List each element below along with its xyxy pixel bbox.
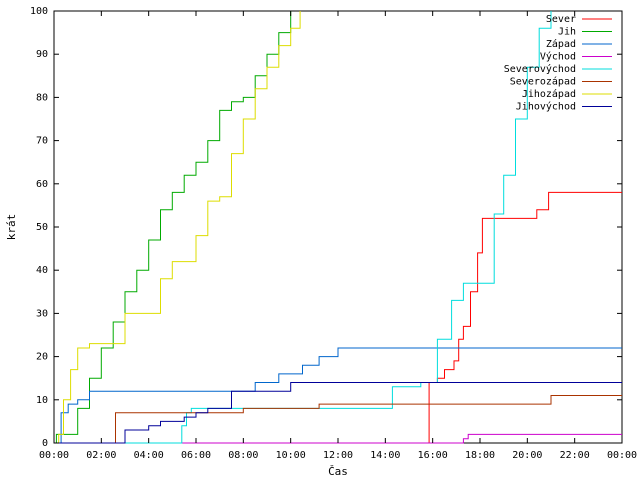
y-tick-label: 70 — [36, 136, 48, 147]
x-tick-label: 06:00 — [181, 450, 211, 461]
x-tick-label: 08:00 — [228, 450, 258, 461]
series-line-6 — [54, 395, 622, 444]
x-tick-label: 00:00 — [39, 450, 69, 461]
legend-label: Severovýchod — [504, 63, 576, 75]
y-tick-label: 0 — [42, 438, 48, 449]
x-tick-label: 10:00 — [276, 450, 306, 461]
y-tick-label: 20 — [36, 352, 48, 363]
x-tick-label: 04:00 — [134, 450, 164, 461]
legend-label: Jih — [558, 27, 576, 38]
y-tick-label: 80 — [36, 92, 48, 103]
y-tick-label: 30 — [36, 308, 48, 319]
series-line-5 — [54, 11, 552, 444]
legend-label: Sever — [546, 14, 576, 25]
series-line-7 — [54, 11, 301, 444]
legend: Sever JihZápadVýchodSeverovýchodSeverozáp… — [504, 14, 612, 113]
legend-label: Západ — [546, 38, 576, 50]
series-line-2 — [54, 11, 292, 444]
ticks: 0 10 20 30 40 50 60 70 80 90 100 00:00 02:00 04:00 06:… — [30, 6, 637, 461]
y-tick-label: 100 — [30, 6, 48, 17]
x-tick-label: 14:00 — [370, 450, 400, 461]
x-tick-label: 12:00 — [323, 450, 353, 461]
y-tick-label: 10 — [36, 395, 48, 406]
x-tick-label: 02:00 — [86, 450, 116, 461]
legend-label: Východ — [540, 51, 576, 63]
x-tick-label: 00:00 — [607, 450, 637, 461]
x-axis-title: Čas — [328, 465, 348, 478]
legend-label: Severozápad — [510, 76, 576, 88]
y-axis-title: krát — [5, 214, 18, 241]
x-tick-label: 22:00 — [560, 450, 590, 461]
y-tick-label: 90 — [36, 49, 48, 60]
legend-label: Jihozápad — [522, 88, 576, 100]
y-tick-label: 50 — [36, 222, 48, 233]
x-tick-label: 18:00 — [465, 450, 495, 461]
series-line-3 — [54, 347, 622, 444]
x-tick-label: 20:00 — [512, 450, 542, 461]
legend-label: Jihovýchod — [516, 101, 576, 113]
series-line-8 — [54, 382, 622, 444]
series-layer — [54, 11, 622, 444]
series-line-1 — [54, 191, 622, 444]
y-tick-label: 60 — [36, 179, 48, 190]
y-tick-label: 40 — [36, 265, 48, 276]
x-tick-label: 16:00 — [418, 450, 448, 461]
series-line-4 — [54, 433, 622, 444]
